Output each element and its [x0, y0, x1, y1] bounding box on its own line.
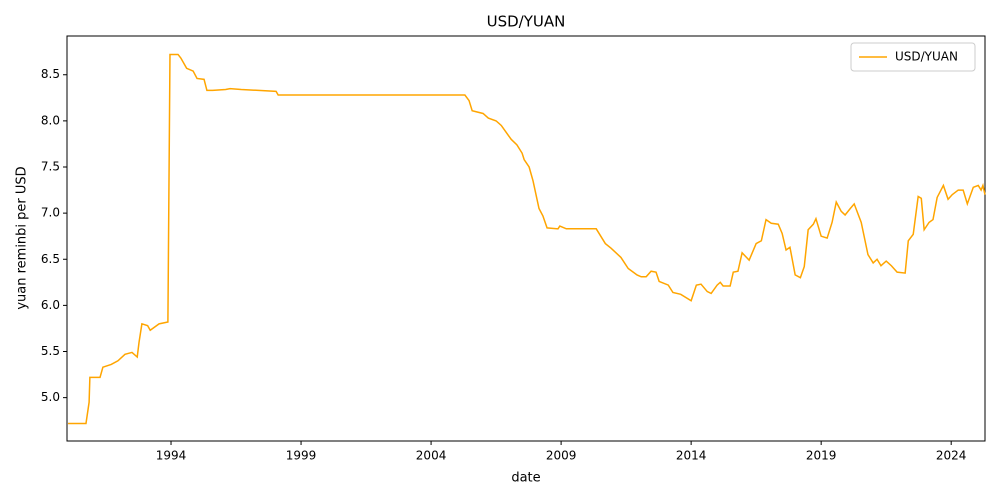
y-tick-label: 5.5	[41, 344, 60, 358]
y-tick-label: 7.0	[41, 206, 60, 220]
chart-title: USD/YUAN	[487, 13, 566, 31]
x-tick-label: 2019	[806, 449, 837, 463]
data-line	[68, 53, 986, 425]
y-tick-label: 5.0	[41, 390, 60, 404]
y-tick-label: 8.0	[41, 113, 60, 127]
x-tick-label: 2014	[676, 449, 707, 463]
x-tick-label: 1999	[286, 449, 317, 463]
legend-box	[850, 42, 976, 72]
x-tick-label: 1994	[156, 449, 187, 463]
legend-label: USD/YUAN	[895, 50, 958, 64]
x-tick-label: 2009	[546, 449, 577, 463]
y-tick-label: 6.5	[41, 252, 60, 266]
y-tick-label: 6.0	[41, 298, 60, 312]
y-tick-label: 8.5	[41, 67, 60, 81]
x-axis-label: date	[511, 471, 540, 486]
y-axis-label: yuan reminbi per USD	[15, 166, 30, 309]
x-tick-label: 2004	[416, 449, 447, 463]
plot-frame	[66, 35, 986, 442]
x-tick-label: 2024	[936, 449, 967, 463]
y-tick-label: 7.5	[41, 160, 60, 174]
